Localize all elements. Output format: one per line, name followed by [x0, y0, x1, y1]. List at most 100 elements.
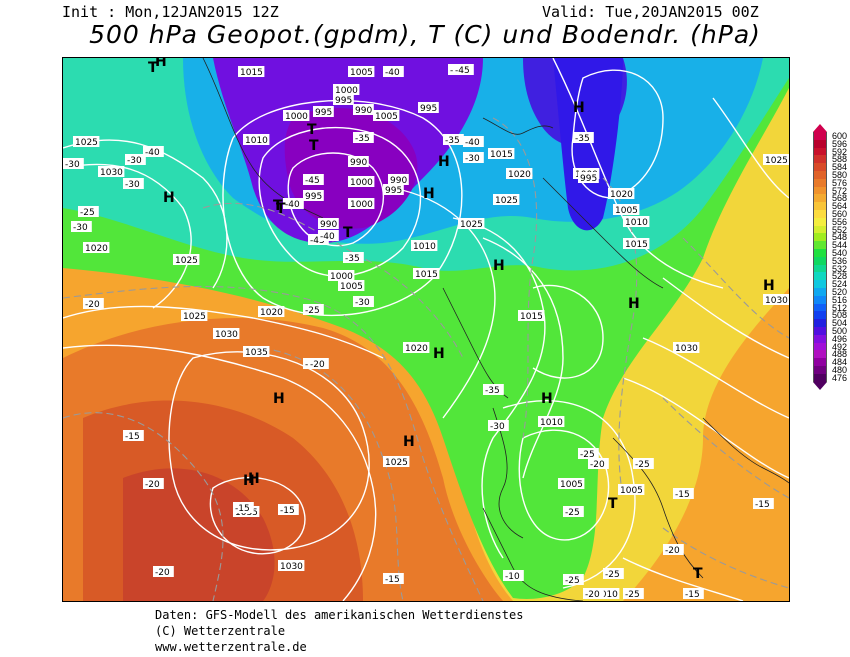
coastline-balkans — [702, 417, 789, 484]
pressure-label: 1025 — [385, 458, 408, 468]
legend-swatch — [813, 225, 827, 234]
temperature-label-bg — [443, 134, 464, 145]
legend-label: 560 — [832, 208, 848, 219]
temperature-label: -25 — [305, 306, 320, 316]
pressure-label: 995 — [305, 192, 322, 202]
legend-label: 528 — [832, 271, 848, 282]
pressure-label: 1025 — [183, 312, 206, 322]
pressure-label-bg — [458, 218, 485, 229]
temperature-label: -20 — [665, 546, 680, 556]
high-pressure-marker: H — [763, 278, 775, 294]
pressure-label: 1005 — [615, 206, 638, 216]
legend-swatch — [813, 241, 827, 249]
pressure-label-bg — [673, 342, 700, 353]
temperature-label-bg — [63, 158, 84, 169]
legend-swatch — [813, 326, 827, 335]
temperature-label-bg — [463, 136, 484, 147]
pressure-label: 1025 — [495, 196, 518, 206]
pressure-label-bg — [213, 328, 240, 339]
temperature-label: -40 — [385, 68, 400, 78]
pressure-label: 1020 — [85, 244, 108, 254]
low-pressure-marker: T — [343, 225, 353, 241]
pressure-label-bg — [98, 166, 125, 177]
temperature-label-bg — [503, 570, 524, 581]
temperature-label-bg — [78, 206, 99, 217]
pressure-label-bg — [518, 310, 545, 321]
temperature-label: -45 — [305, 176, 320, 186]
legend-label: 584 — [832, 162, 848, 173]
legend-label: 556 — [832, 216, 848, 227]
temperature-label-bg — [123, 178, 144, 189]
pressure-label: 995 — [385, 186, 402, 196]
legend-label: 592 — [832, 146, 848, 157]
pressure-label-bg — [623, 216, 650, 227]
isotherm — [262, 347, 404, 601]
pressure-label-bg — [243, 346, 270, 357]
isobar — [622, 557, 744, 601]
footer-website[interactable]: www.wetterzentrale.de — [155, 640, 307, 654]
legend-label: 480 — [832, 364, 848, 375]
valid-time: Valid: Tue,20JAN2015 00Z — [542, 3, 759, 21]
pressure-label: 1020 — [260, 308, 283, 318]
pressure-label: 1030 — [675, 344, 698, 354]
legend-swatch — [813, 186, 827, 195]
pressure-label-bg — [83, 242, 110, 253]
pressure-label-bg — [348, 66, 375, 77]
low-pressure-marker: T — [693, 566, 703, 582]
legend-swatch — [813, 139, 827, 148]
isobar — [63, 344, 377, 601]
temperature-label: -15 — [125, 432, 140, 442]
temperature-label: -40 — [320, 232, 335, 242]
temperature-label-bg — [383, 66, 404, 77]
pressure-label-bg — [383, 184, 404, 195]
isobar — [532, 284, 604, 379]
legend-labels: 600 596 592 588 584 580 576 572 568 564 560 556 552 5… — [832, 132, 848, 383]
pressure-label: 1010 — [595, 590, 618, 600]
pressure-label: 1010 — [625, 218, 648, 228]
pressure-label: 1030 — [280, 562, 303, 572]
pressure-label: 990 — [320, 220, 337, 230]
high-pressure-marker: H — [243, 473, 255, 489]
legend-label: 532 — [832, 263, 848, 274]
temperature-label: -15 — [685, 590, 700, 600]
temperature-label-bg — [488, 420, 509, 431]
low-pressure-marker: T — [309, 138, 319, 154]
legend-swatch — [813, 147, 827, 156]
temperature-label-bg — [83, 298, 104, 309]
pressure-label: 1000 — [335, 86, 358, 96]
legend-swatch — [813, 194, 827, 203]
legend-label: 492 — [832, 341, 848, 352]
temperature-label: -35 — [445, 136, 460, 146]
high-pressure-marker: H — [403, 434, 415, 450]
high-pressure-marker: H — [163, 190, 175, 206]
pressure-label: 990 — [355, 106, 372, 116]
legend-label: 580 — [832, 169, 848, 180]
pressure-label: 1025 — [765, 156, 788, 166]
temperature-label-bg — [233, 502, 254, 513]
pressure-label: 1000 — [350, 200, 373, 210]
temperature-label-bg — [583, 588, 604, 599]
pressure-label: 1005 — [375, 112, 398, 122]
pressure-label-bg — [558, 478, 585, 489]
legend-swatch — [813, 264, 827, 273]
temperature-label-bg — [383, 573, 404, 584]
legend-label: 564 — [832, 201, 848, 212]
legend-swatch — [813, 358, 827, 366]
temperature-label-bg — [563, 506, 584, 517]
pressure-label-bg — [338, 280, 365, 291]
temperature-label-bg — [123, 430, 144, 441]
pressure-label-bg — [278, 560, 305, 571]
pressure-label: 1025 — [75, 138, 98, 148]
pressure-label: 1005 — [620, 486, 643, 496]
pressure-label-bg — [493, 194, 520, 205]
temperature-label-bg — [343, 252, 364, 263]
legend-swatch — [813, 248, 827, 257]
temperature-label-bg — [453, 64, 474, 75]
high-pressure-marker: H — [493, 258, 505, 274]
pressure-label-bg — [578, 172, 599, 183]
temperature-label: -25 — [565, 576, 580, 586]
pressure-label: 995 — [315, 108, 332, 118]
legend-label: 588 — [832, 154, 848, 165]
pressure-label-bg — [181, 310, 208, 321]
